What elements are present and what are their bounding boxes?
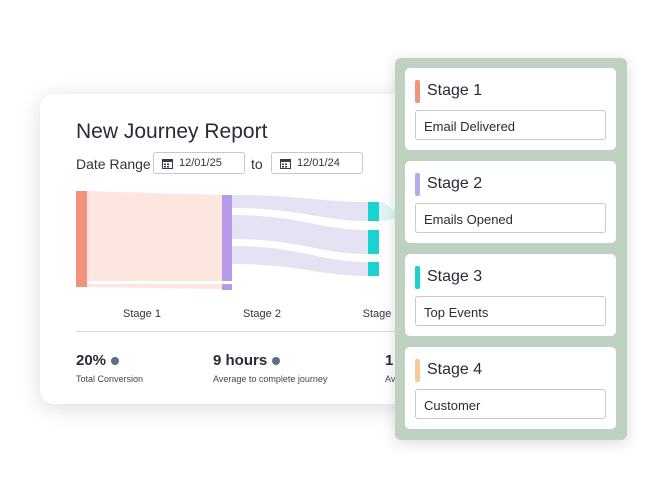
stat-total-conversion: 20% Total Conversion: [76, 352, 143, 384]
date-from-input[interactable]: 12/01/25: [153, 152, 245, 174]
stage-card-4: Stage 4 Customer: [405, 347, 616, 429]
stat-caption: Total Conversion: [76, 374, 144, 384]
flow-stage2-stage3-c: [232, 246, 368, 276]
stage-card-3: Stage 3 Top Events: [405, 254, 616, 336]
stage-value-field[interactable]: Customer: [415, 389, 606, 419]
stage-color-bar: [415, 80, 420, 103]
stat-value: 20%: [76, 352, 107, 369]
date-to-value: 12/01/24: [297, 157, 340, 169]
node-stage3-b: [368, 230, 379, 254]
stage-color-bar: [415, 173, 420, 196]
stat-value: 1: [385, 352, 394, 369]
flow-stage3-stage4: [379, 202, 400, 221]
calendar-icon: [280, 158, 291, 169]
stat-third: 1 Av: [385, 352, 395, 384]
sankey-stage-label: Stage: [362, 308, 392, 320]
stage-color-bar: [415, 359, 420, 382]
journey-sankey-chart: [76, 191, 400, 290]
stage-name: Stage 3: [427, 268, 483, 285]
journey-report-card: New Journey Report Date Range 12/01/25 t…: [40, 94, 460, 404]
flow-stage2-stage3-a: [232, 195, 368, 221]
flow-stage2-stage3-b: [232, 215, 368, 254]
sankey-stage-label: Stage 1: [123, 308, 161, 320]
stage-color-bar: [415, 266, 420, 289]
stage-card-1: Stage 1 Email Delivered: [405, 68, 616, 150]
flow-stage1-stage2-minor: [86, 284, 222, 289]
stat-value: 9 hours: [213, 352, 268, 369]
stage-name: Stage 2: [427, 175, 483, 192]
date-to-input[interactable]: 12/01/24: [271, 152, 363, 174]
stage-name: Stage 4: [427, 361, 483, 378]
info-dot-icon: [111, 356, 120, 365]
stage-panel: Stage 1 Email Delivered Stage 2 Emails O…: [395, 58, 627, 440]
node-stage2-minor: [222, 284, 232, 290]
stage-value-field[interactable]: Emails Opened: [415, 203, 606, 233]
flow-stage1-stage2: [86, 191, 222, 281]
stat-average-time: 9 hours Average to complete journey: [213, 352, 327, 384]
date-from-value: 12/01/25: [179, 157, 222, 169]
to-label: to: [251, 156, 263, 172]
sankey-stage-label: Stage 2: [243, 308, 281, 320]
stage-value-field[interactable]: Email Delivered: [415, 110, 606, 140]
node-stage2-main: [222, 195, 232, 281]
report-title: New Journey Report: [76, 120, 268, 143]
stage-name: Stage 1: [427, 82, 483, 99]
divider: [76, 331, 460, 332]
node-stage1: [76, 191, 87, 287]
stat-caption: Average to complete journey: [213, 374, 328, 384]
node-stage3-c: [368, 262, 379, 276]
stage-card-2: Stage 2 Emails Opened: [405, 161, 616, 243]
node-stage3-a: [368, 202, 379, 221]
info-dot-icon: [272, 356, 281, 365]
calendar-icon: [162, 158, 173, 169]
stat-caption: Av: [385, 374, 396, 384]
stage-value-field[interactable]: Top Events: [415, 296, 606, 326]
date-range-label: Date Range: [76, 156, 151, 172]
